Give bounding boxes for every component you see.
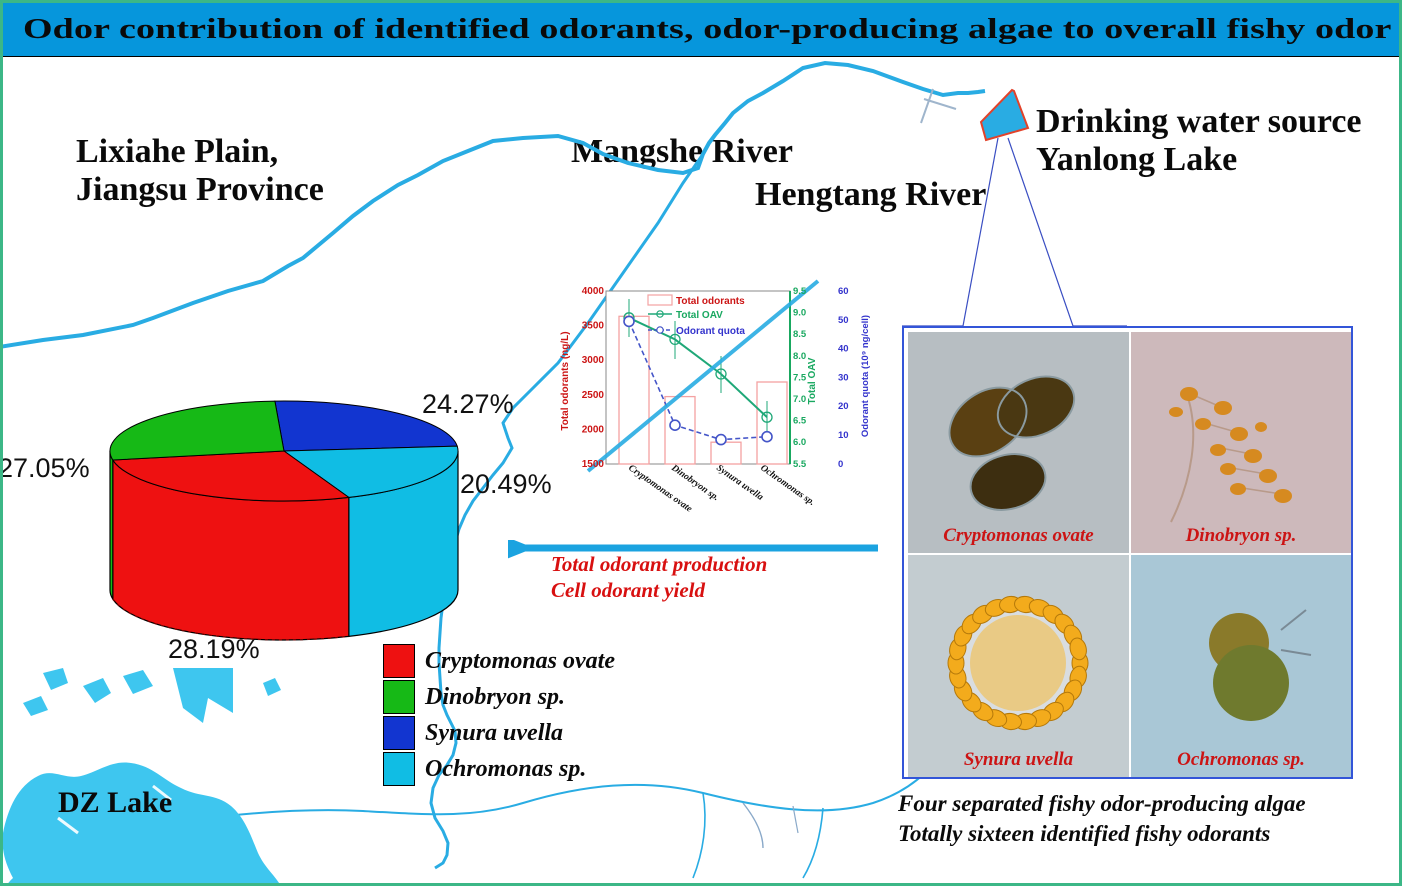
- svg-text:40: 40: [838, 344, 849, 355]
- svg-text:3000: 3000: [582, 355, 605, 366]
- svg-text:9.5: 9.5: [793, 286, 807, 297]
- svg-text:10: 10: [838, 430, 849, 441]
- svg-text:Ochromonas sp.: Ochromonas sp.: [758, 463, 816, 508]
- svg-text:4000: 4000: [582, 286, 605, 297]
- svg-text:8.5: 8.5: [793, 329, 807, 340]
- svg-text:7.0: 7.0: [793, 394, 806, 405]
- svg-text:1500: 1500: [582, 459, 605, 470]
- svg-text:2500: 2500: [582, 390, 605, 401]
- svg-text:9.0: 9.0: [793, 308, 806, 319]
- svg-text:6.0: 6.0: [793, 437, 806, 448]
- svg-text:Total odorants (ng/L): Total odorants (ng/L): [560, 331, 571, 430]
- svg-text:27.05%: 27.05%: [0, 453, 90, 483]
- svg-text:30: 30: [838, 372, 849, 383]
- svg-text:Odorant quota (10⁹ ng/cell): Odorant quota (10⁹ ng/cell): [860, 315, 871, 437]
- svg-text:8.0: 8.0: [793, 351, 806, 362]
- svg-text:5.5: 5.5: [793, 459, 807, 470]
- svg-text:28.19%: 28.19%: [168, 634, 260, 664]
- svg-text:Odorant quota: Odorant quota: [676, 326, 745, 337]
- svg-text:Synura uvella: Synura uvella: [714, 463, 765, 503]
- svg-text:20: 20: [838, 401, 849, 412]
- svg-text:0: 0: [838, 459, 843, 470]
- svg-text:Total odorants: Total odorants: [676, 296, 745, 307]
- svg-text:2000: 2000: [582, 424, 605, 435]
- svg-text:Total OAV: Total OAV: [676, 310, 723, 321]
- svg-text:50: 50: [838, 315, 849, 326]
- svg-text:Total OAV: Total OAV: [807, 357, 818, 404]
- svg-text:60: 60: [838, 286, 849, 297]
- svg-text:24.27%: 24.27%: [422, 389, 514, 419]
- svg-text:6.5: 6.5: [793, 416, 807, 427]
- svg-text:3500: 3500: [582, 321, 605, 332]
- svg-text:20.49%: 20.49%: [460, 469, 552, 499]
- svg-text:7.5: 7.5: [793, 372, 807, 383]
